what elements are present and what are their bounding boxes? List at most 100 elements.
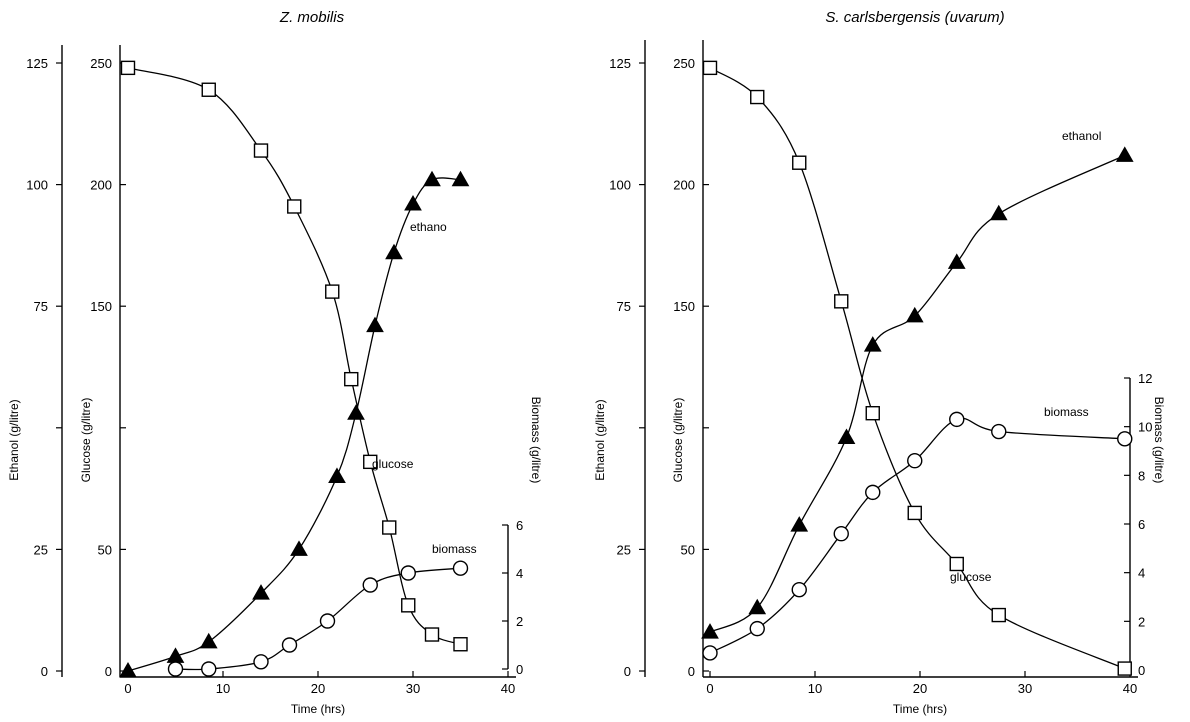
ethano-point bbox=[423, 170, 441, 187]
biomass-tick-label: 4 bbox=[1138, 566, 1145, 581]
glucose-tick-label: 200 bbox=[90, 178, 112, 193]
ethanol-point bbox=[863, 336, 882, 352]
biomass-series-label: biomass bbox=[432, 542, 477, 556]
x-tick-label: 10 bbox=[216, 681, 230, 696]
biomass-series-label: biomass bbox=[1044, 405, 1089, 419]
glucose-point bbox=[750, 89, 765, 105]
glucose-axis-label: Glucose (g/litre) bbox=[79, 398, 93, 483]
glucose-point bbox=[792, 155, 807, 170]
ethano-curve bbox=[127, 177, 461, 672]
glucose-point bbox=[253, 143, 269, 158]
glucose-point bbox=[702, 60, 718, 76]
x-tick-label: 20 bbox=[913, 681, 927, 696]
biomass-curve bbox=[175, 567, 461, 671]
ethanol-point bbox=[748, 598, 767, 615]
ethanol-point bbox=[790, 516, 809, 532]
biomass-point bbox=[1117, 431, 1133, 447]
biomass-tick-label: 6 bbox=[516, 518, 523, 533]
glucose-point bbox=[1117, 661, 1132, 676]
ethanol-point bbox=[905, 306, 924, 323]
glucose-point bbox=[424, 627, 440, 642]
ethano-point bbox=[385, 243, 403, 260]
biomass-point bbox=[865, 484, 881, 501]
glucose-point bbox=[991, 607, 1006, 623]
biomass-axis-label: Biomass (g/litre) bbox=[529, 397, 543, 484]
glucose-point bbox=[287, 199, 302, 214]
biomass-point bbox=[452, 560, 469, 576]
chart-title: Z. mobilis bbox=[279, 9, 345, 26]
x-tick-label: 10 bbox=[808, 681, 822, 696]
x-tick-label: 30 bbox=[406, 681, 420, 696]
ethano-point bbox=[328, 467, 346, 483]
ethanol-tick-label: 25 bbox=[34, 542, 48, 557]
glucose-curve bbox=[709, 67, 1126, 670]
x-tick-label: 0 bbox=[706, 681, 713, 696]
glucose-tick-label: 50 bbox=[681, 542, 695, 557]
glucose-tick-label: 250 bbox=[90, 56, 112, 71]
glucose-tick-label: 200 bbox=[673, 178, 695, 193]
ethanol-curve bbox=[709, 154, 1126, 633]
ethano-series-label: ethano bbox=[410, 220, 447, 234]
glucose-tick-label: 250 bbox=[673, 56, 695, 71]
biomass-point bbox=[702, 645, 718, 661]
chart-title: S. carlsbergensis (uvarum) bbox=[825, 9, 1004, 26]
ethanol-tick-label: 75 bbox=[617, 299, 631, 314]
glucose-tick-label: 150 bbox=[673, 299, 695, 314]
glucose-series-label: glucose bbox=[372, 457, 414, 471]
biomass-point bbox=[201, 661, 217, 677]
glucose-series-label: glucose bbox=[950, 570, 992, 584]
x-tick-label: 30 bbox=[1018, 681, 1032, 696]
biomass-point bbox=[833, 526, 849, 542]
biomass-tick-label: 8 bbox=[1138, 468, 1145, 483]
glucose-tick-label: 0 bbox=[105, 664, 112, 679]
biomass-point bbox=[907, 453, 923, 469]
x-tick-label: 40 bbox=[501, 681, 515, 696]
x-axis-label: Time (hrs) bbox=[291, 702, 345, 716]
glucose-point bbox=[325, 284, 340, 299]
biomass-axis-label: Biomass (g/litre) bbox=[1152, 397, 1166, 484]
glucose-point bbox=[949, 556, 964, 572]
ethanol-point bbox=[837, 428, 856, 445]
biomass-tick-label: 2 bbox=[516, 614, 523, 629]
ethano-point bbox=[451, 170, 470, 187]
biomass-point bbox=[400, 565, 416, 581]
biomass-point bbox=[991, 423, 1007, 440]
biomass-tick-label: 10 bbox=[1138, 420, 1152, 435]
x-tick-label: 40 bbox=[1123, 681, 1137, 696]
ethanol-point bbox=[1115, 146, 1134, 162]
glucose-tick-label: 150 bbox=[90, 299, 112, 314]
biomass-tick-label: 2 bbox=[1138, 614, 1145, 629]
biomass-point bbox=[949, 411, 965, 428]
ethano-point bbox=[366, 316, 384, 333]
biomass-point bbox=[362, 577, 378, 593]
ethanol-point bbox=[701, 623, 719, 639]
biomass-tick-label: 0 bbox=[516, 662, 523, 677]
biomass-tick-label: 4 bbox=[516, 566, 523, 581]
biomass-point bbox=[749, 620, 765, 637]
ethano-point bbox=[252, 584, 270, 600]
glucose-point bbox=[453, 637, 468, 652]
x-tick-label: 0 bbox=[124, 681, 131, 696]
ethanol-tick-label: 125 bbox=[26, 56, 48, 71]
biomass-tick-label: 0 bbox=[1138, 663, 1145, 678]
glucose-curve bbox=[127, 67, 461, 645]
ethanol-tick-label: 25 bbox=[617, 542, 631, 557]
ethanol-tick-label: 75 bbox=[34, 299, 48, 314]
glucose-axis-label: Glucose (g/litre) bbox=[671, 398, 685, 483]
ethanol-tick-label: 0 bbox=[624, 664, 631, 679]
glucose-point bbox=[907, 505, 922, 521]
biomass-point bbox=[319, 613, 336, 629]
biomass-point bbox=[253, 654, 269, 670]
ethano-point bbox=[199, 632, 218, 649]
biomass-tick-label: 12 bbox=[1138, 371, 1152, 386]
ethano-point bbox=[290, 540, 308, 556]
x-tick-label: 20 bbox=[311, 681, 325, 696]
ethanol-tick-label: 0 bbox=[41, 664, 48, 679]
ethano-point bbox=[347, 404, 365, 420]
glucose-point bbox=[382, 520, 397, 535]
ethanol-series-label: ethanol bbox=[1062, 129, 1101, 143]
glucose-tick-label: 0 bbox=[688, 664, 695, 679]
glucose-tick-label: 50 bbox=[98, 542, 112, 557]
